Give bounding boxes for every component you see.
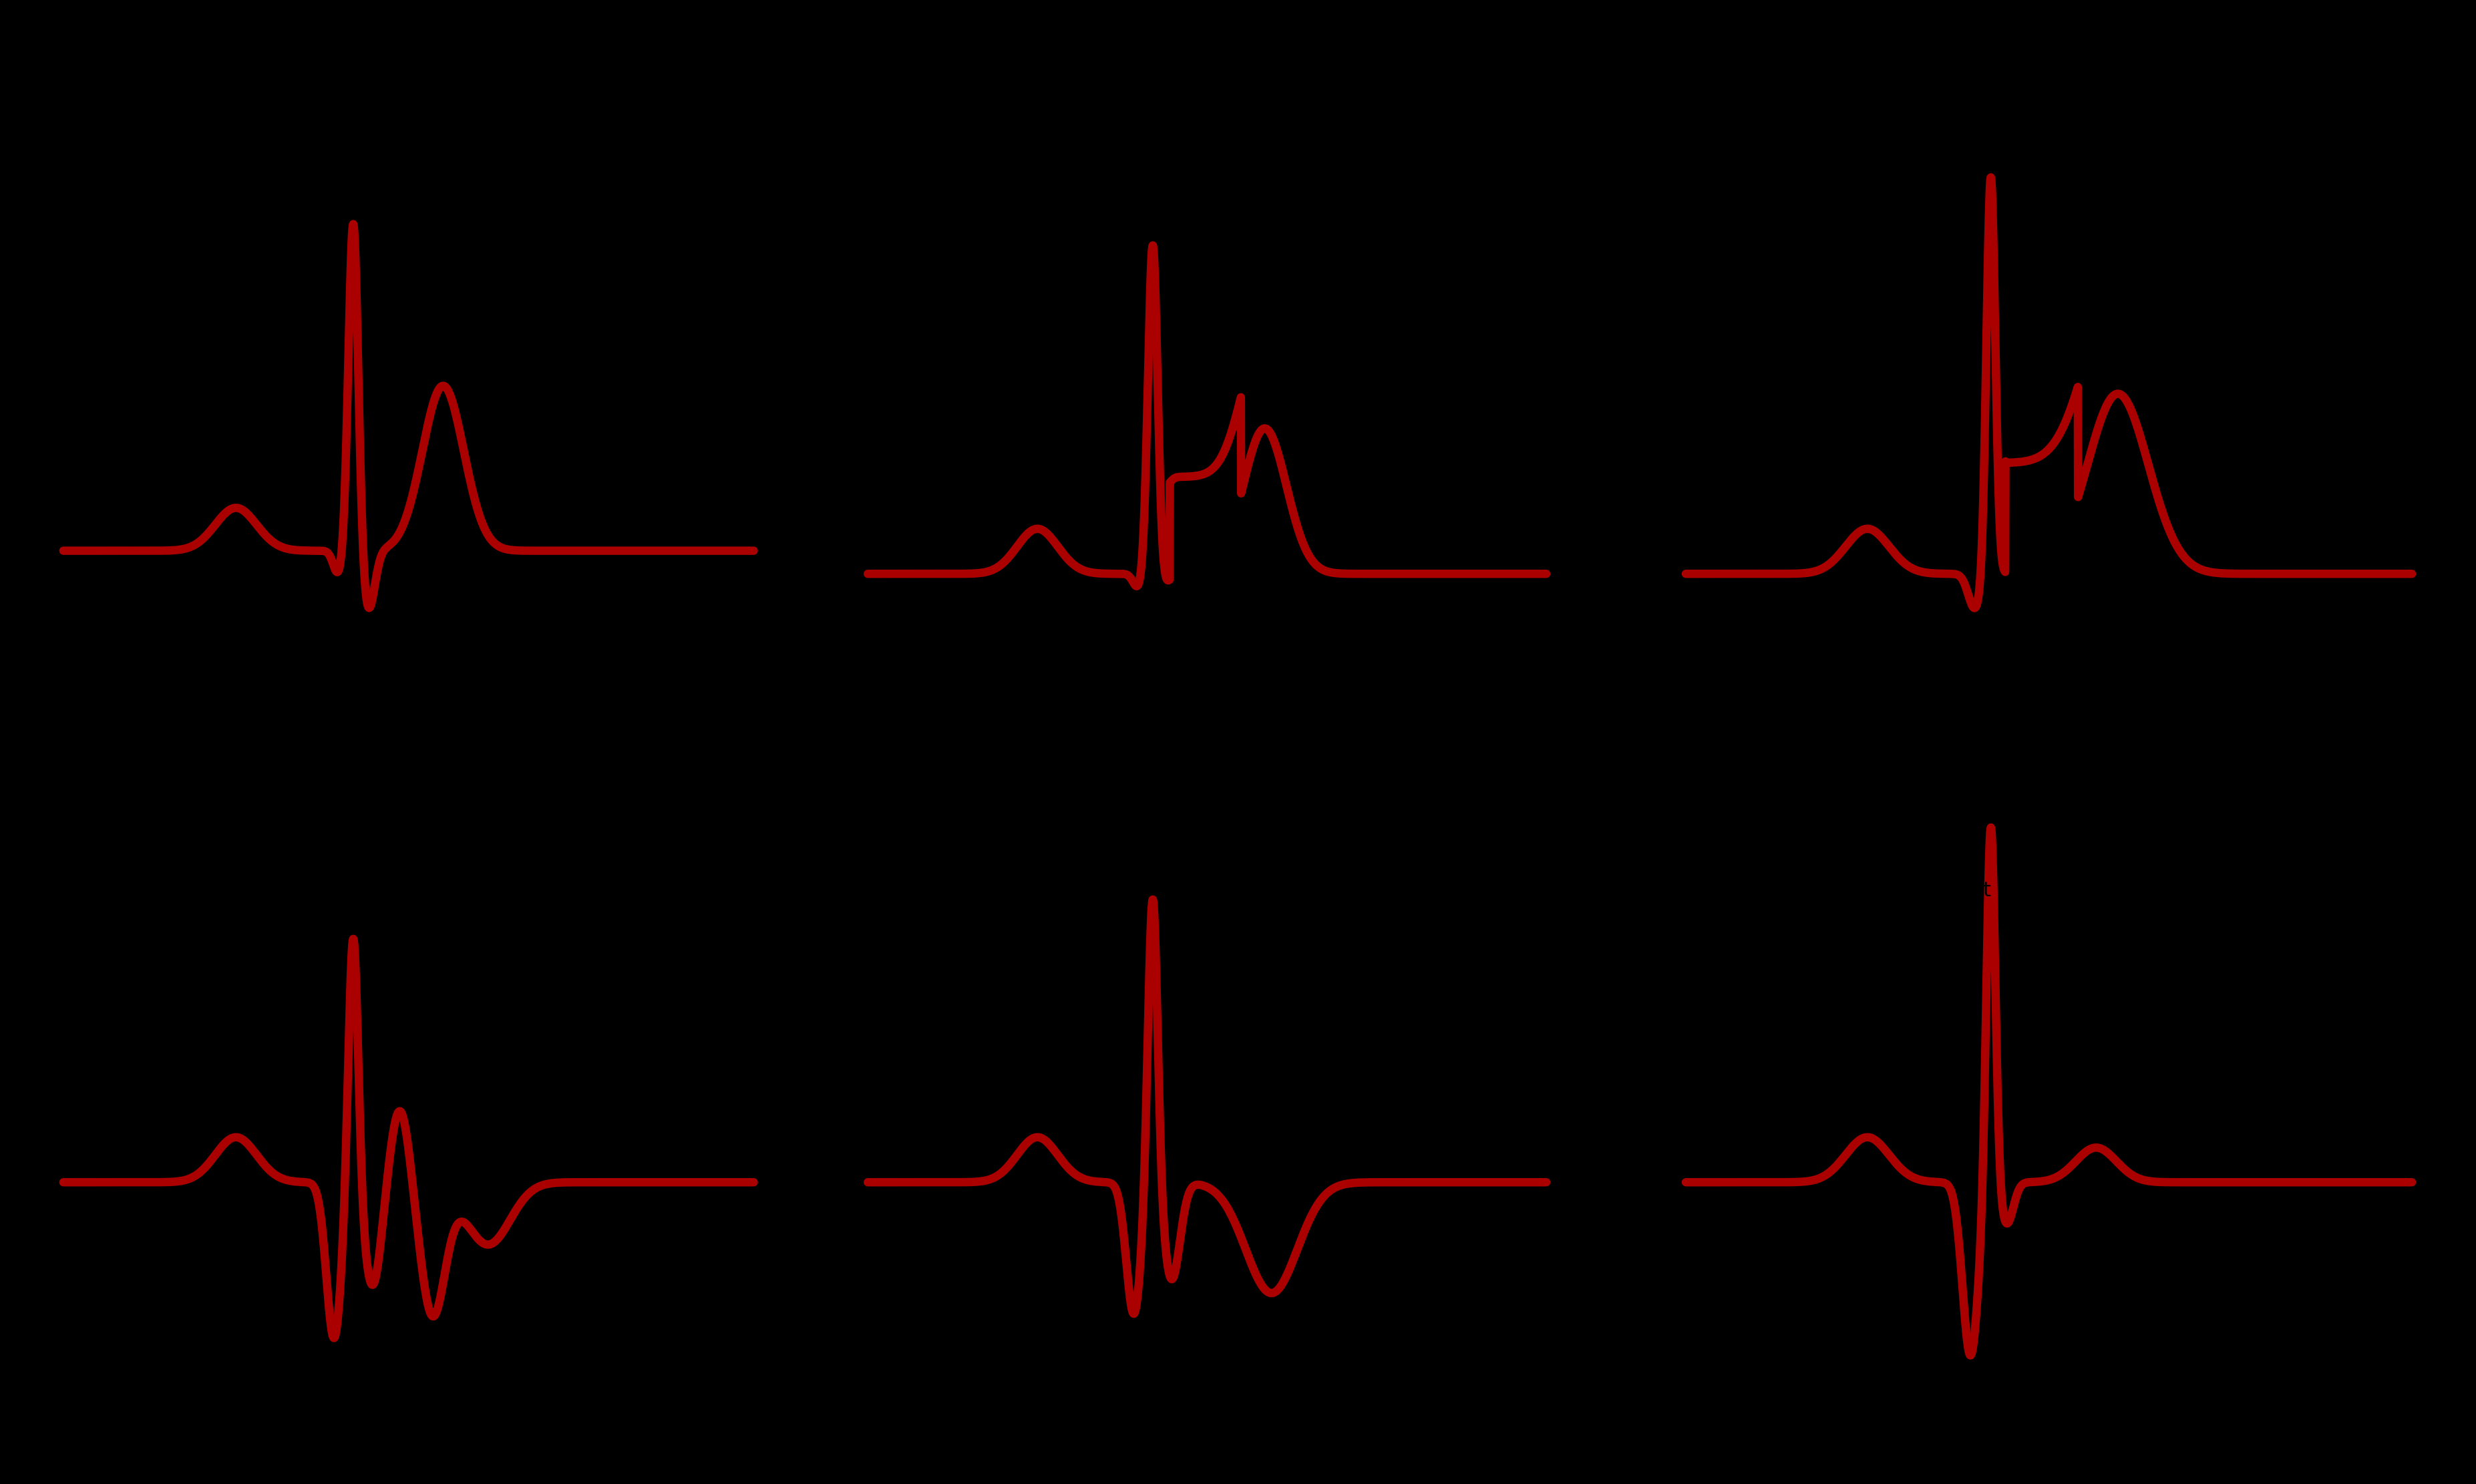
Text: T wave inversion: T wave inversion <box>889 880 1060 901</box>
Text: C: C <box>1543 129 1567 160</box>
Text: Hyperacute T waves: Hyperacute T waves <box>59 625 267 644</box>
Text: ST elevation: ST elevation <box>1713 139 1830 157</box>
Text: T wave inversion: T wave inversion <box>517 1362 688 1382</box>
Text: Pathological Q waves: Pathological Q waves <box>230 1362 448 1382</box>
Text: ST segment elevation: ST segment elevation <box>889 131 1109 151</box>
Text: Deep Q waves permanent: Deep Q waves permanent <box>1726 880 1991 901</box>
